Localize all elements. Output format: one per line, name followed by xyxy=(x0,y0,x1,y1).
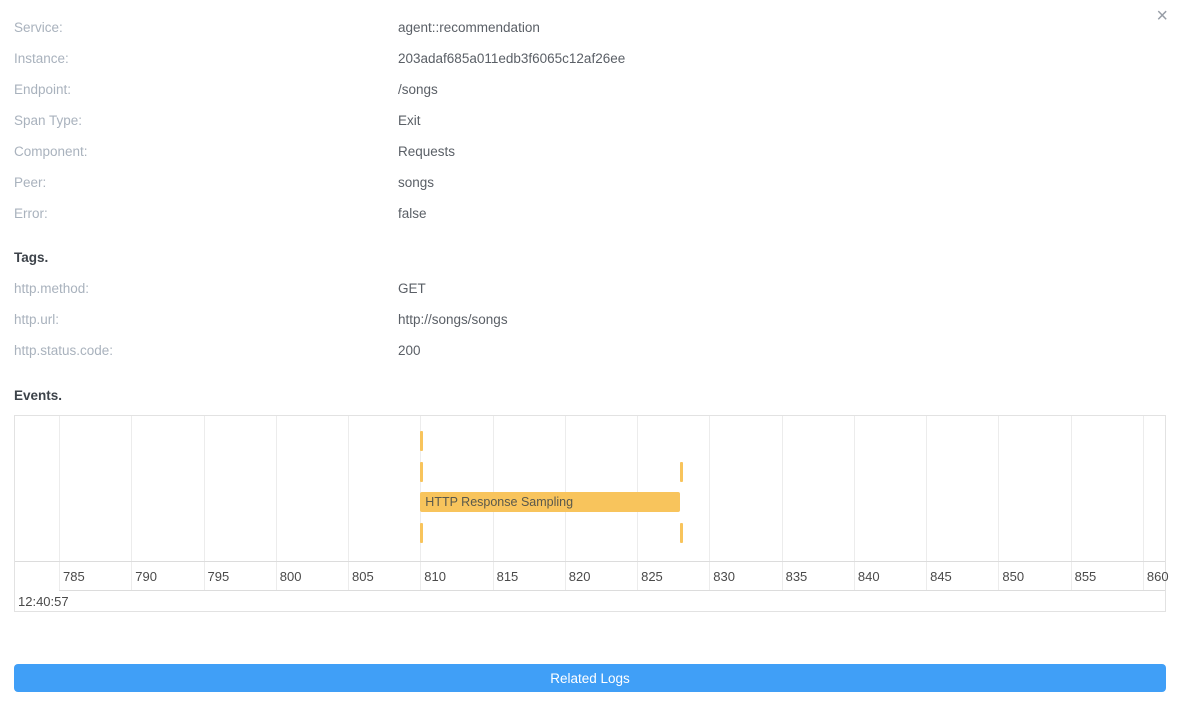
x-tick-label: 805 xyxy=(352,569,374,584)
field-row: http.status.code: 200 xyxy=(14,335,1166,366)
events-heading: Events. xyxy=(14,388,63,403)
x-tick-label: 855 xyxy=(1074,569,1097,584)
x-gridline xyxy=(275,416,277,590)
event-tick[interactable] xyxy=(420,431,424,451)
x-tick-label: 785 xyxy=(63,569,85,584)
field-value: songs xyxy=(398,175,435,190)
x-tick-label: 815 xyxy=(496,569,519,584)
x-tick-label: 810 xyxy=(424,569,446,584)
field-row: Instance: 203adaf685a011edb3f6065c12af26e… xyxy=(14,43,1166,74)
x-gridline xyxy=(1142,416,1144,590)
field-row: Component: Requests xyxy=(14,136,1166,167)
x-gridline xyxy=(1070,416,1072,590)
field-value: /songs xyxy=(398,82,438,97)
related-logs-button[interactable]: Related Logs xyxy=(14,664,1166,692)
x-tick-label: 850 xyxy=(1002,569,1025,584)
field-label: Peer: xyxy=(14,175,47,190)
x-tick-label: 795 xyxy=(207,569,230,584)
field-label: Span Type: xyxy=(14,113,83,128)
field-label: Component: xyxy=(14,144,88,159)
event-tick[interactable] xyxy=(680,523,684,543)
x-tick-label: 860 xyxy=(1146,569,1169,584)
field-row: http.method: GET xyxy=(14,273,1166,304)
x-gridline xyxy=(781,416,783,590)
x-gridline xyxy=(59,416,60,590)
x-tick-label: 830 xyxy=(713,569,735,584)
field-row: Peer: songs xyxy=(14,167,1166,198)
field-value: false xyxy=(398,206,427,221)
x-tick-label: 800 xyxy=(279,569,302,584)
field-row: Error: false xyxy=(14,198,1166,229)
x-tick-label: 790 xyxy=(135,569,157,584)
event-tick[interactable] xyxy=(680,462,684,482)
x-gridline xyxy=(709,416,711,590)
x-tick-label: 845 xyxy=(930,569,952,584)
field-value: http://songs/songs xyxy=(398,312,508,327)
axis-band-line xyxy=(59,590,1165,591)
event-bar[interactable]: HTTP Response Sampling xyxy=(420,492,681,512)
event-tick[interactable] xyxy=(420,462,424,482)
field-label: http.status.code: xyxy=(14,343,114,358)
x-gridline xyxy=(853,416,855,590)
field-label: http.method: xyxy=(14,281,90,296)
field-row: Span Type: Exit xyxy=(14,105,1166,136)
field-value: agent::recommendation xyxy=(398,20,540,35)
field-row: http.url: http://songs/songs xyxy=(14,304,1166,335)
field-value: 200 xyxy=(398,343,421,358)
field-value: 203adaf685a011edb3f6065c12af26ee xyxy=(398,51,626,66)
events-timeline-chart[interactable]: 785 790 795 800 805 810 815 820 825 830 835 840 845 8… xyxy=(14,415,1169,612)
x-gridline xyxy=(998,416,1000,590)
field-value: Requests xyxy=(398,144,456,159)
field-label: Service: xyxy=(14,20,63,35)
field-row: Endpoint: /songs xyxy=(14,74,1166,105)
field-row: Service: agent::recommendation xyxy=(14,12,1166,43)
field-label: Instance: xyxy=(14,51,69,66)
x-axis-line xyxy=(15,561,1165,562)
event-tick[interactable] xyxy=(420,523,424,543)
close-icon[interactable]: × xyxy=(1156,5,1168,27)
axis-time-label: 12:40:57 xyxy=(18,594,69,609)
span-tags-fields: http.method: GET http.url: http://songs/son… xyxy=(14,273,1166,366)
field-label: http.url: xyxy=(14,312,60,327)
x-gridline xyxy=(203,416,205,590)
field-value: Exit xyxy=(398,113,421,128)
x-gridline xyxy=(348,416,349,590)
x-gridline xyxy=(926,416,928,590)
x-tick-label: 835 xyxy=(785,569,808,584)
field-value: GET xyxy=(398,281,426,296)
x-gridline xyxy=(131,416,133,590)
x-tick-label: 840 xyxy=(857,569,880,584)
field-label: Error: xyxy=(14,206,48,221)
x-tick-label: 825 xyxy=(641,569,663,584)
field-label: Endpoint: xyxy=(14,82,72,97)
tags-heading: Tags. xyxy=(14,250,49,265)
x-tick-label: 820 xyxy=(568,569,591,584)
